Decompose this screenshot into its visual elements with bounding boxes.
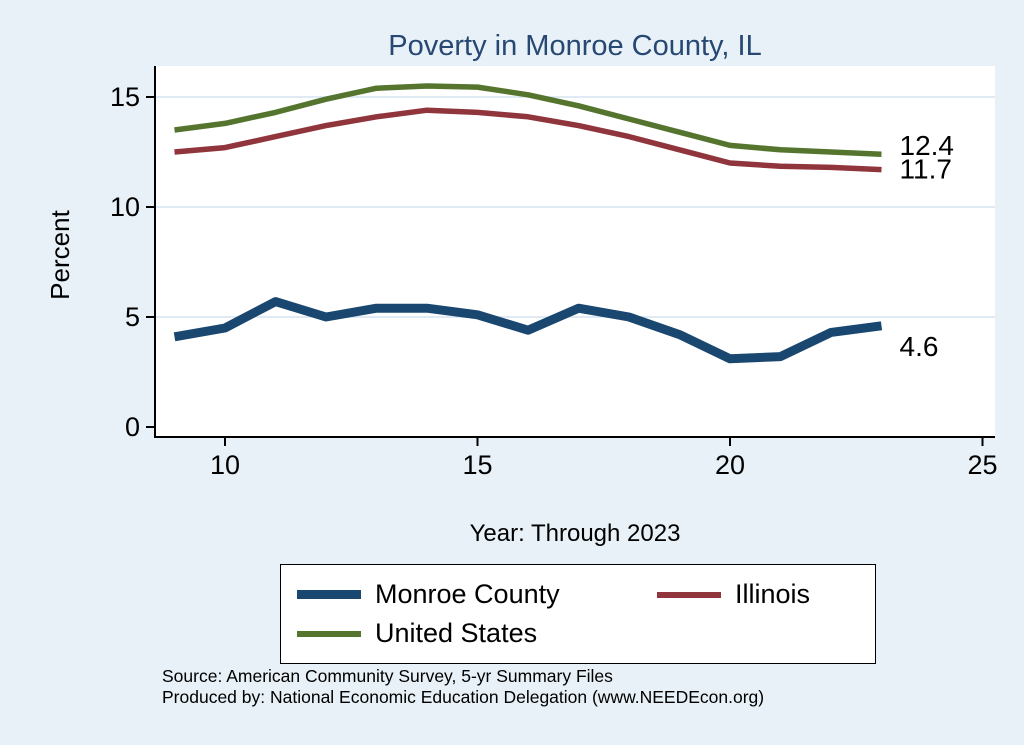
legend-item-monroe-county: Monroe County [297, 579, 657, 610]
legend-swatch-illinois [657, 591, 721, 598]
end-label-united-states: 12.4 [900, 130, 955, 161]
series-line-united-states [174, 83, 882, 157]
legend-swatch-monroe-county [297, 590, 361, 599]
footer-notes: Source: American Community Survey, 5-yr … [162, 666, 764, 708]
y-tick-label: 5 [125, 302, 140, 332]
end-label-monroe-county: 4.6 [900, 331, 939, 362]
y-tick-label: 10 [110, 192, 140, 222]
y-tick-label: 15 [110, 82, 140, 112]
x-tick-label: 10 [210, 450, 240, 480]
x-tick-label: 25 [967, 450, 997, 480]
x-tick-label: 20 [715, 450, 745, 480]
source-note: Source: American Community Survey, 5-yr … [162, 666, 613, 686]
chart-title: Poverty in Monroe County, IL [388, 30, 762, 62]
end-label-illinois: 11.7 [900, 154, 952, 185]
plot-area: 0 5 10 15 10 15 20 25 4.6 11.712.4 [110, 66, 998, 480]
legend: Monroe County Illinois United States [280, 564, 876, 664]
legend-item-illinois: Illinois [657, 579, 875, 610]
series-line-illinois [174, 107, 882, 173]
legend-label-monroe-county: Monroe County [375, 579, 560, 609]
x-axis-title: Year: Through 2023 [469, 520, 681, 547]
legend-label-illinois: Illinois [735, 579, 811, 609]
x-tick-label: 15 [462, 450, 492, 480]
produced-by-note: Produced by: National Economic Education… [162, 687, 765, 707]
y-tick-label: 0 [125, 412, 140, 442]
legend-swatch-united-states [297, 630, 361, 637]
legend-item-united-states: United States [297, 618, 657, 649]
plot-background [155, 66, 995, 437]
legend-label-united-states: United States [375, 618, 538, 648]
series-line-monroe-county [173, 297, 883, 364]
